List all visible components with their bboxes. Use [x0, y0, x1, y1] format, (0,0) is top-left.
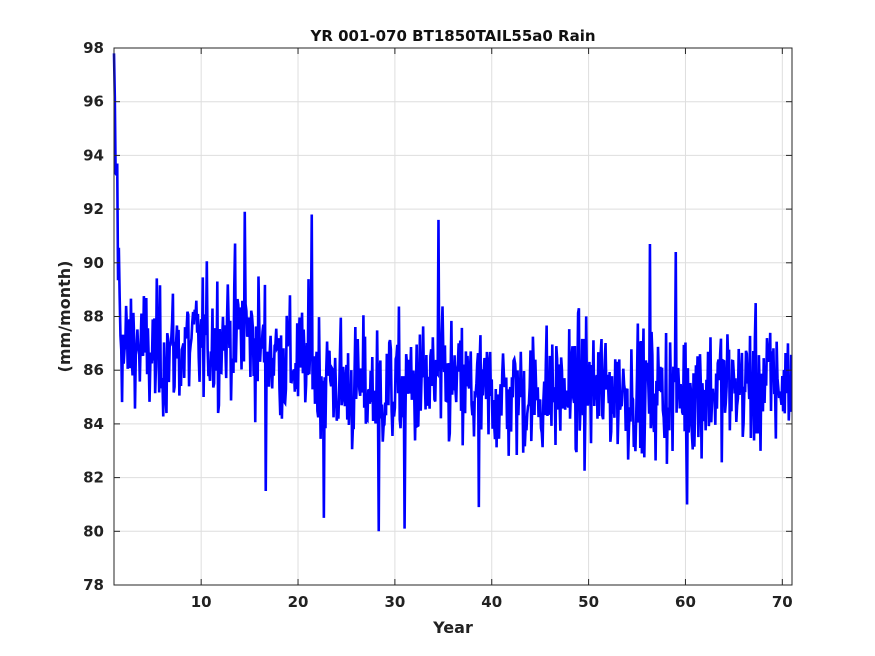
y-tick-label: 80	[83, 522, 104, 540]
x-tick-label: 70	[772, 593, 793, 611]
x-tick-label: 40	[481, 593, 502, 611]
x-axis-label: Year	[432, 618, 473, 637]
rain-series-line	[112, 53, 793, 532]
y-axis-label: (mm/month)	[55, 261, 74, 373]
y-tick-label: 88	[83, 308, 104, 326]
y-tick-label: 90	[83, 254, 104, 272]
y-tick-label: 92	[83, 200, 104, 218]
axis-ticks: 10 20 30 40 50 60 70 78 80 82 84 86 88 90 92 94 96 98	[83, 39, 793, 611]
data-series	[112, 53, 793, 532]
x-tick-label: 20	[288, 593, 309, 611]
chart-title: YR 001-070 BT1850TAIL55a0 Rain	[309, 27, 595, 45]
y-tick-label: 96	[83, 93, 104, 111]
x-tick-label: 10	[191, 593, 212, 611]
x-tick-label: 50	[578, 593, 599, 611]
y-tick-label: 82	[83, 469, 104, 487]
x-tick-label: 60	[675, 593, 696, 611]
y-tick-label: 78	[83, 576, 104, 594]
x-tick-label: 30	[384, 593, 405, 611]
y-tick-label: 98	[83, 39, 104, 57]
y-tick-label: 86	[83, 361, 104, 379]
y-tick-label: 84	[83, 415, 104, 433]
y-tick-label: 94	[83, 146, 104, 164]
